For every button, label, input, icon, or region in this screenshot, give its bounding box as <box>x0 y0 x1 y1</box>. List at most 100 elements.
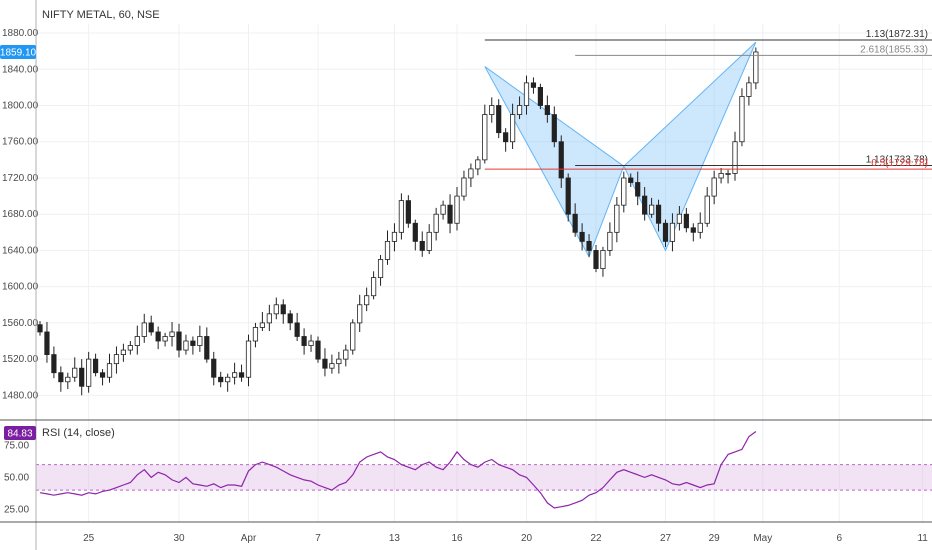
time-tick-label: 25 <box>83 533 95 544</box>
candle-body <box>635 182 641 197</box>
candle-body <box>231 372 238 378</box>
candle-body <box>86 358 92 387</box>
candle-body <box>412 222 418 242</box>
candle-body <box>551 114 557 143</box>
candle-body <box>655 204 662 224</box>
candle-body <box>558 141 564 179</box>
candle-body <box>593 250 599 269</box>
candle-body <box>225 376 231 383</box>
candle-body <box>739 96 745 143</box>
candle-body <box>391 231 398 242</box>
time-tick-label: 6 <box>836 533 842 544</box>
rsi-band <box>36 464 932 491</box>
candle-body <box>190 340 196 346</box>
candle-body <box>336 358 342 365</box>
time-tick-label: 11 <box>917 533 928 544</box>
candle-body <box>711 177 717 197</box>
time-tick-label: 7 <box>315 533 321 544</box>
fib-level-label: 2.618(1855.33) <box>860 44 928 55</box>
candle-body <box>669 222 676 242</box>
candle-body <box>475 159 481 170</box>
candle-body <box>287 313 293 324</box>
candle-body <box>461 177 467 197</box>
candle-body <box>440 204 446 215</box>
time-tick-label: 22 <box>590 533 602 544</box>
candle-body <box>65 376 71 383</box>
candle-body <box>322 358 328 369</box>
candle-body <box>294 322 300 337</box>
candle-body <box>621 177 627 206</box>
candle-body <box>169 331 175 337</box>
candle-body <box>120 349 126 355</box>
candle-body <box>106 363 113 378</box>
fib-level-label: 1.13(1733.78) <box>866 154 928 165</box>
candle-body <box>579 231 585 242</box>
candle-body <box>266 313 272 324</box>
grid <box>36 24 932 522</box>
candle-body <box>704 195 710 224</box>
candle-body <box>489 105 495 115</box>
candle-body <box>141 322 147 337</box>
candle-body <box>725 173 731 175</box>
price-tick-label: 1800.00 <box>2 101 39 112</box>
candle-body <box>419 240 425 251</box>
candle-body <box>329 363 335 369</box>
candle-body <box>600 250 606 269</box>
candle-body <box>93 358 99 374</box>
pattern-triangle <box>484 66 625 258</box>
price-tick-label: 1880.00 <box>2 28 39 39</box>
time-tick-label: 13 <box>389 533 401 544</box>
candle-body <box>176 331 182 351</box>
candle-body <box>162 336 168 342</box>
candle-body <box>315 340 321 360</box>
candle-body <box>649 204 655 215</box>
candle-body <box>127 345 133 351</box>
candle-body <box>72 367 78 378</box>
candle-body <box>183 340 189 351</box>
rsi-pane <box>36 431 932 509</box>
candle-body <box>211 358 217 378</box>
candle-body <box>259 322 266 328</box>
candle-body <box>683 213 689 229</box>
candle-body <box>79 367 85 387</box>
price-tick-label: 1720.00 <box>2 173 39 184</box>
candle-body <box>732 141 738 174</box>
candle-body <box>607 231 613 251</box>
candle-body <box>426 231 432 251</box>
candles <box>37 47 759 396</box>
candle-body <box>398 200 405 233</box>
candle-body <box>308 340 314 346</box>
fib-level-label: 1.13(1872.31) <box>866 29 928 40</box>
candle-body <box>218 376 224 383</box>
time-tick-label: 27 <box>660 533 672 544</box>
candle-body <box>530 82 537 88</box>
time-tick-label: 16 <box>451 533 463 544</box>
candle-body <box>718 173 724 179</box>
candle-body <box>252 327 259 342</box>
candle-body <box>134 336 140 346</box>
candle-body <box>405 200 411 224</box>
candle-body <box>155 331 161 342</box>
candle-body <box>503 132 509 143</box>
chart-title: NIFTY METAL, 60, NSE <box>42 9 160 21</box>
candle-body <box>753 51 759 84</box>
candle-body <box>58 372 64 383</box>
candle-body <box>273 304 279 315</box>
candle-body <box>238 372 245 378</box>
candle-body <box>447 204 453 224</box>
candle-body <box>51 354 57 374</box>
candle-body <box>565 177 571 215</box>
fib-level-label: 0.5(1729.78) <box>871 158 928 169</box>
candle-body <box>662 222 669 242</box>
candle-body <box>676 213 683 224</box>
candle-body <box>204 336 210 360</box>
candle-body <box>690 227 696 233</box>
fib-levels: 1.13(1872.31) 2.618(1855.33) 1.13(1733.78)… <box>484 29 932 170</box>
time-tick-label: May <box>753 533 772 544</box>
candle-body <box>746 82 752 97</box>
rsi-value-badge <box>4 425 36 440</box>
candle-body <box>572 213 578 233</box>
candle-body <box>370 277 377 297</box>
